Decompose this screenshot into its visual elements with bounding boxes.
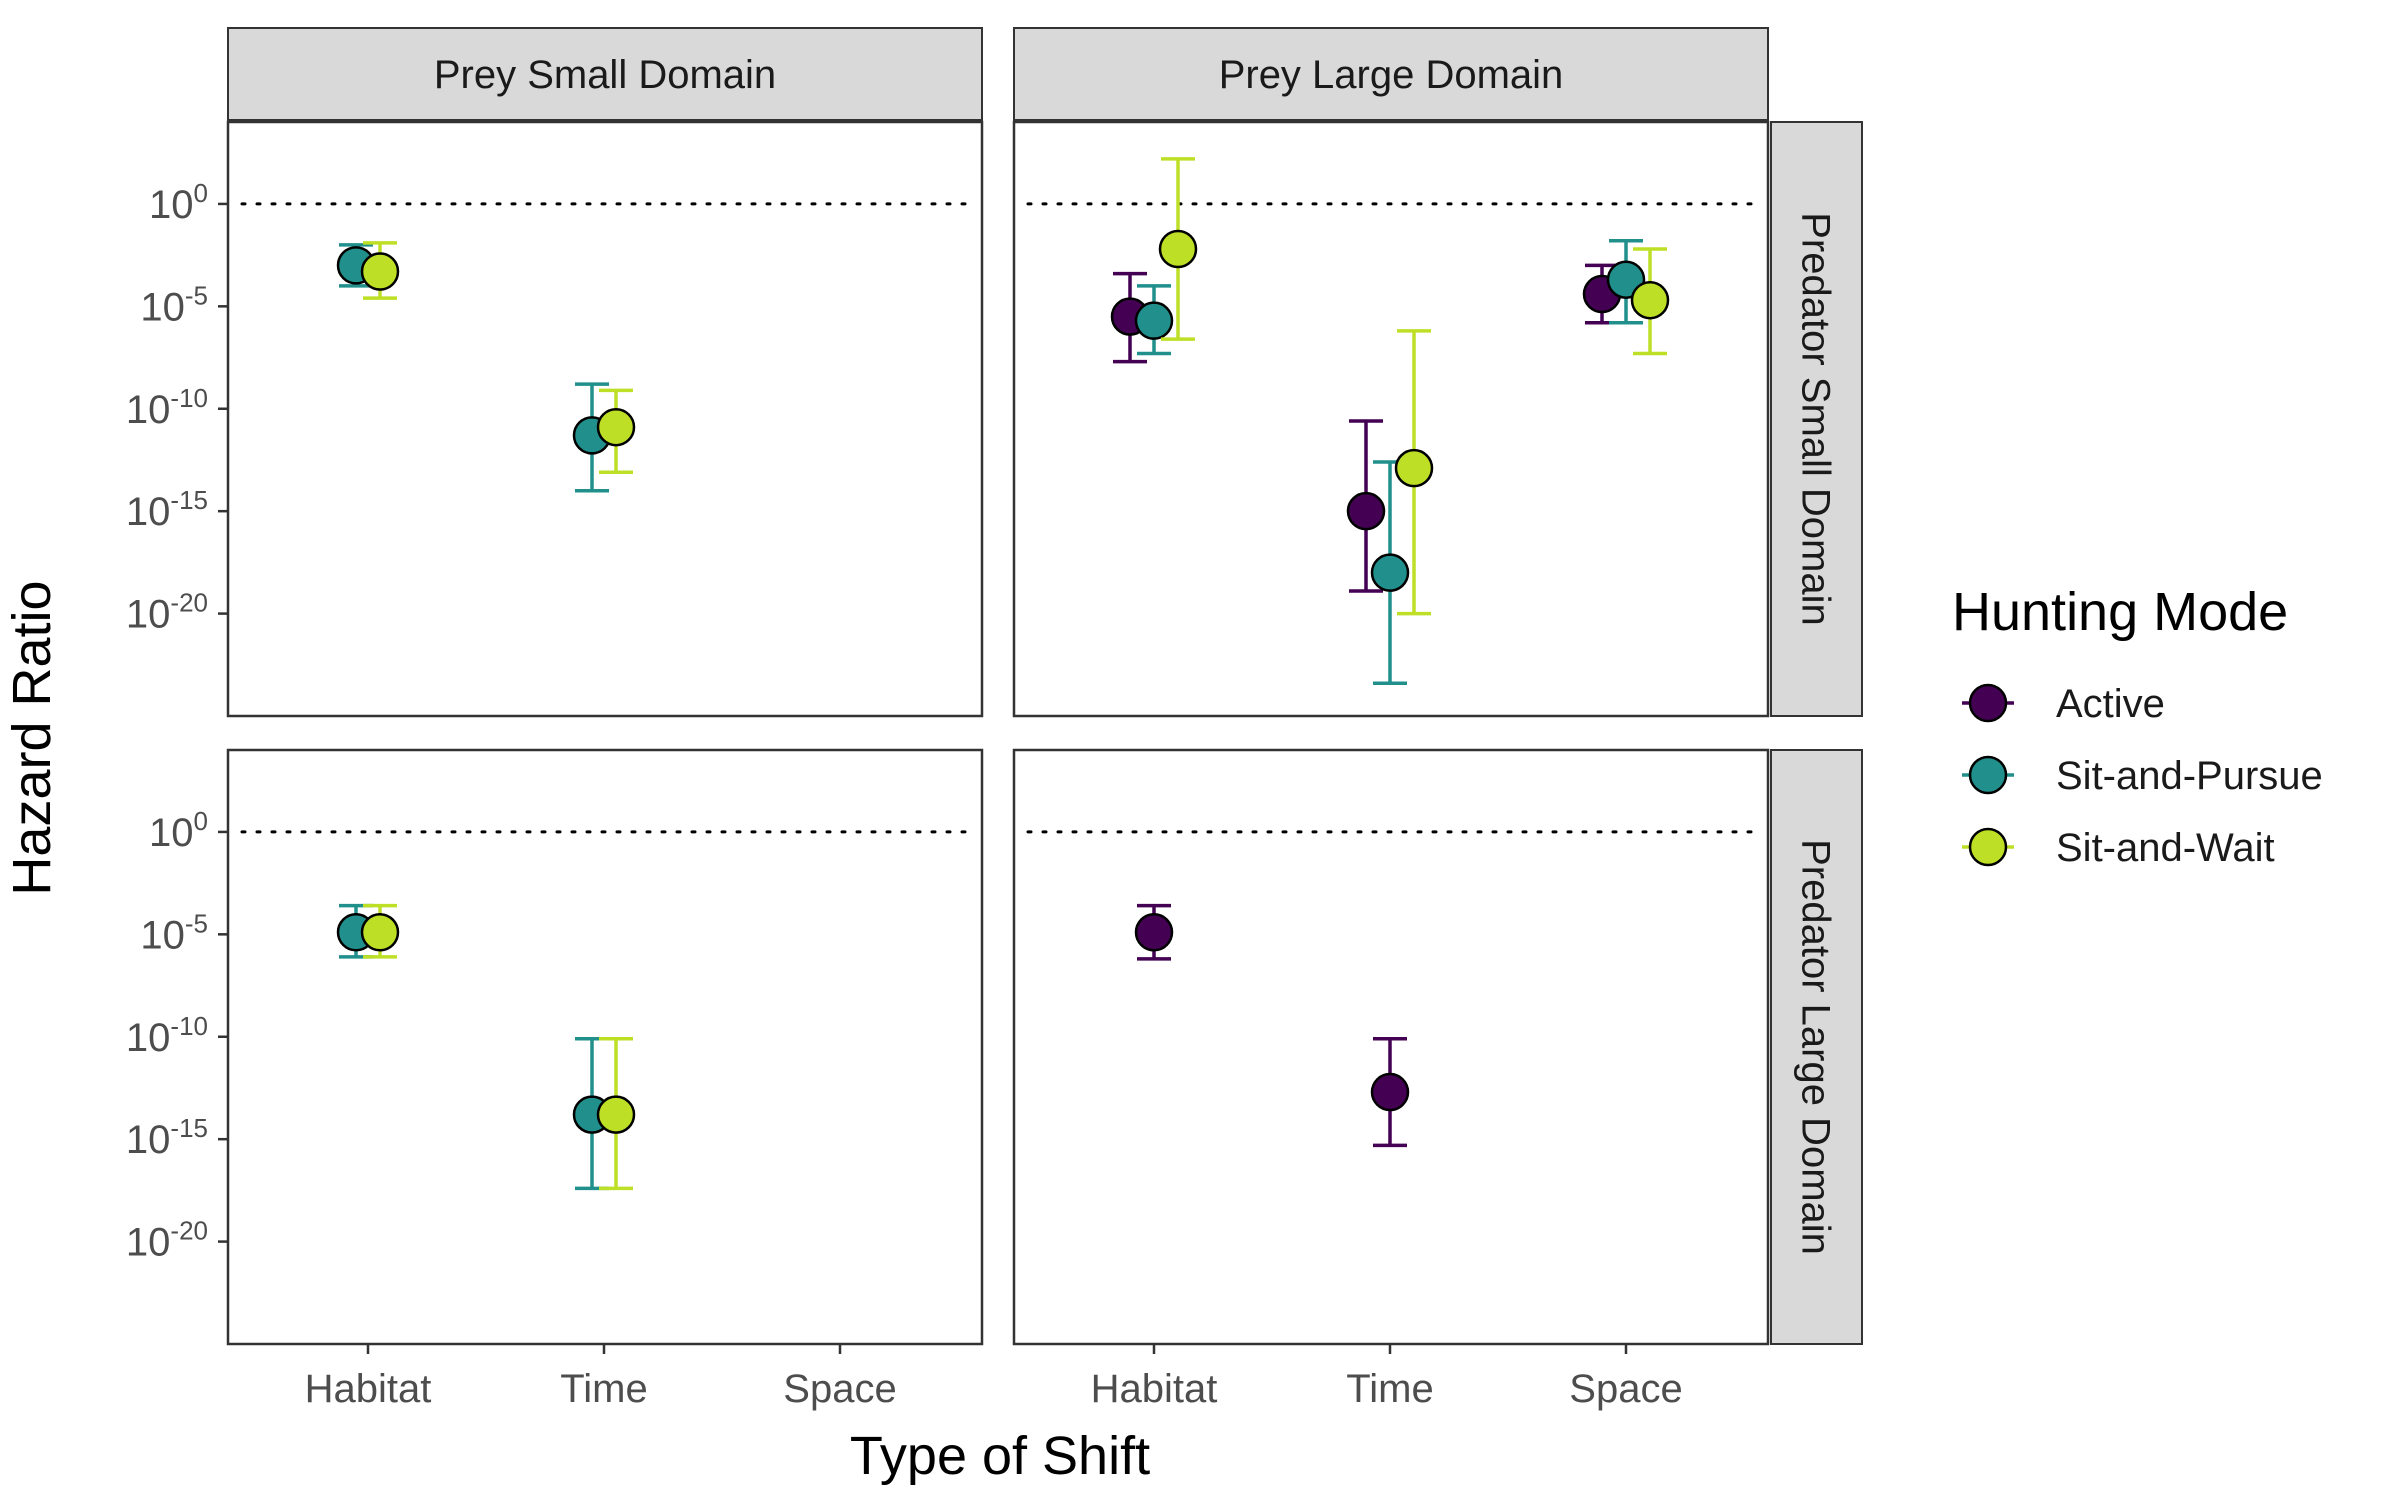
y-tick-label: 100 [149,806,208,855]
legend-item-sit-and-pursue: Sit-and-Pursue [1962,754,2323,798]
panels-layer [226,120,1770,1346]
point-active-time [1346,491,1386,531]
legend: Hunting Mode Active Sit-and-Pursue Sit-and… [1952,582,2323,870]
point-active-habitat [1134,913,1174,952]
row-strip-label: Predator Small Domain [1794,212,1838,626]
y-axis-title: Hazard Ratio [2,580,62,895]
legend-label: Sit-and-Wait [2056,826,2275,870]
x-tick-label: Space [1569,1367,1682,1411]
legend-key-point [1968,683,2008,723]
y-tick-label: 100 [149,178,208,227]
legend-item-active: Active [1962,682,2165,726]
legend-label: Sit-and-Pursue [2056,754,2323,798]
x-tick-label: Time [1346,1367,1433,1411]
point-sit-and-wait-time [596,1095,636,1134]
point-sit-and-wait-space [1630,280,1670,320]
y-tick-label: 10-5 [140,280,208,329]
column-strip-label: Prey Small Domain [434,53,776,97]
x-axis-title: Type of Shift [850,1426,1150,1486]
x-tick-label: Time [560,1367,647,1411]
point-sit-and-wait-time [596,407,636,447]
panel-predator-large-domain-prey-small-domain [226,748,984,1346]
legend-items: Active Sit-and-Pursue Sit-and-Wait [1962,682,2323,870]
y-tick-label: 10-15 [126,485,208,534]
y-tick-label: 10-10 [126,383,208,432]
column-strip [1013,27,1769,121]
point-sit-and-wait-habitat [1158,229,1198,269]
legend-label: Active [2056,682,2165,726]
x-tick-label: Space [783,1367,896,1411]
point-sit-and-pursue-time [1370,553,1410,592]
y-tick-label: 10-20 [126,588,208,637]
legend-key-point [1968,827,2008,867]
legend-key-point [1968,755,2008,795]
x-tick-label: Habitat [1091,1367,1218,1411]
row-strip-label: Predator Large Domain [1794,839,1838,1255]
marks-layer [336,157,1670,1191]
y-tick-label: 10-20 [126,1216,208,1265]
row-strip [1770,121,1863,717]
column-strip-label: Prey Large Domain [1219,53,1564,97]
legend-title: Hunting Mode [1952,582,2288,642]
row-strip [1770,749,1863,1345]
legend-item-sit-and-wait: Sit-and-Wait [1962,826,2275,870]
y-tick-label: 10-15 [126,1113,208,1162]
point-active-time [1370,1072,1410,1112]
point-sit-and-wait-habitat [360,252,400,291]
x-tick-label: Habitat [305,1367,432,1411]
y-tick-label: 10-10 [126,1011,208,1060]
y-tick-label: 10-5 [140,908,208,957]
column-strip [227,27,983,121]
facet-strips-layer: Prey Small Domain Prey Large Domain Predat… [227,27,1863,1345]
point-sit-and-wait-time [1394,448,1434,488]
point-sit-and-pursue-habitat [1134,301,1174,340]
point-sit-and-wait-habitat [360,913,400,952]
axes-layer: 100 10-5 10-10 10-15 10-20 100 10-5 10-10 10-15 1… [126,178,1683,1411]
